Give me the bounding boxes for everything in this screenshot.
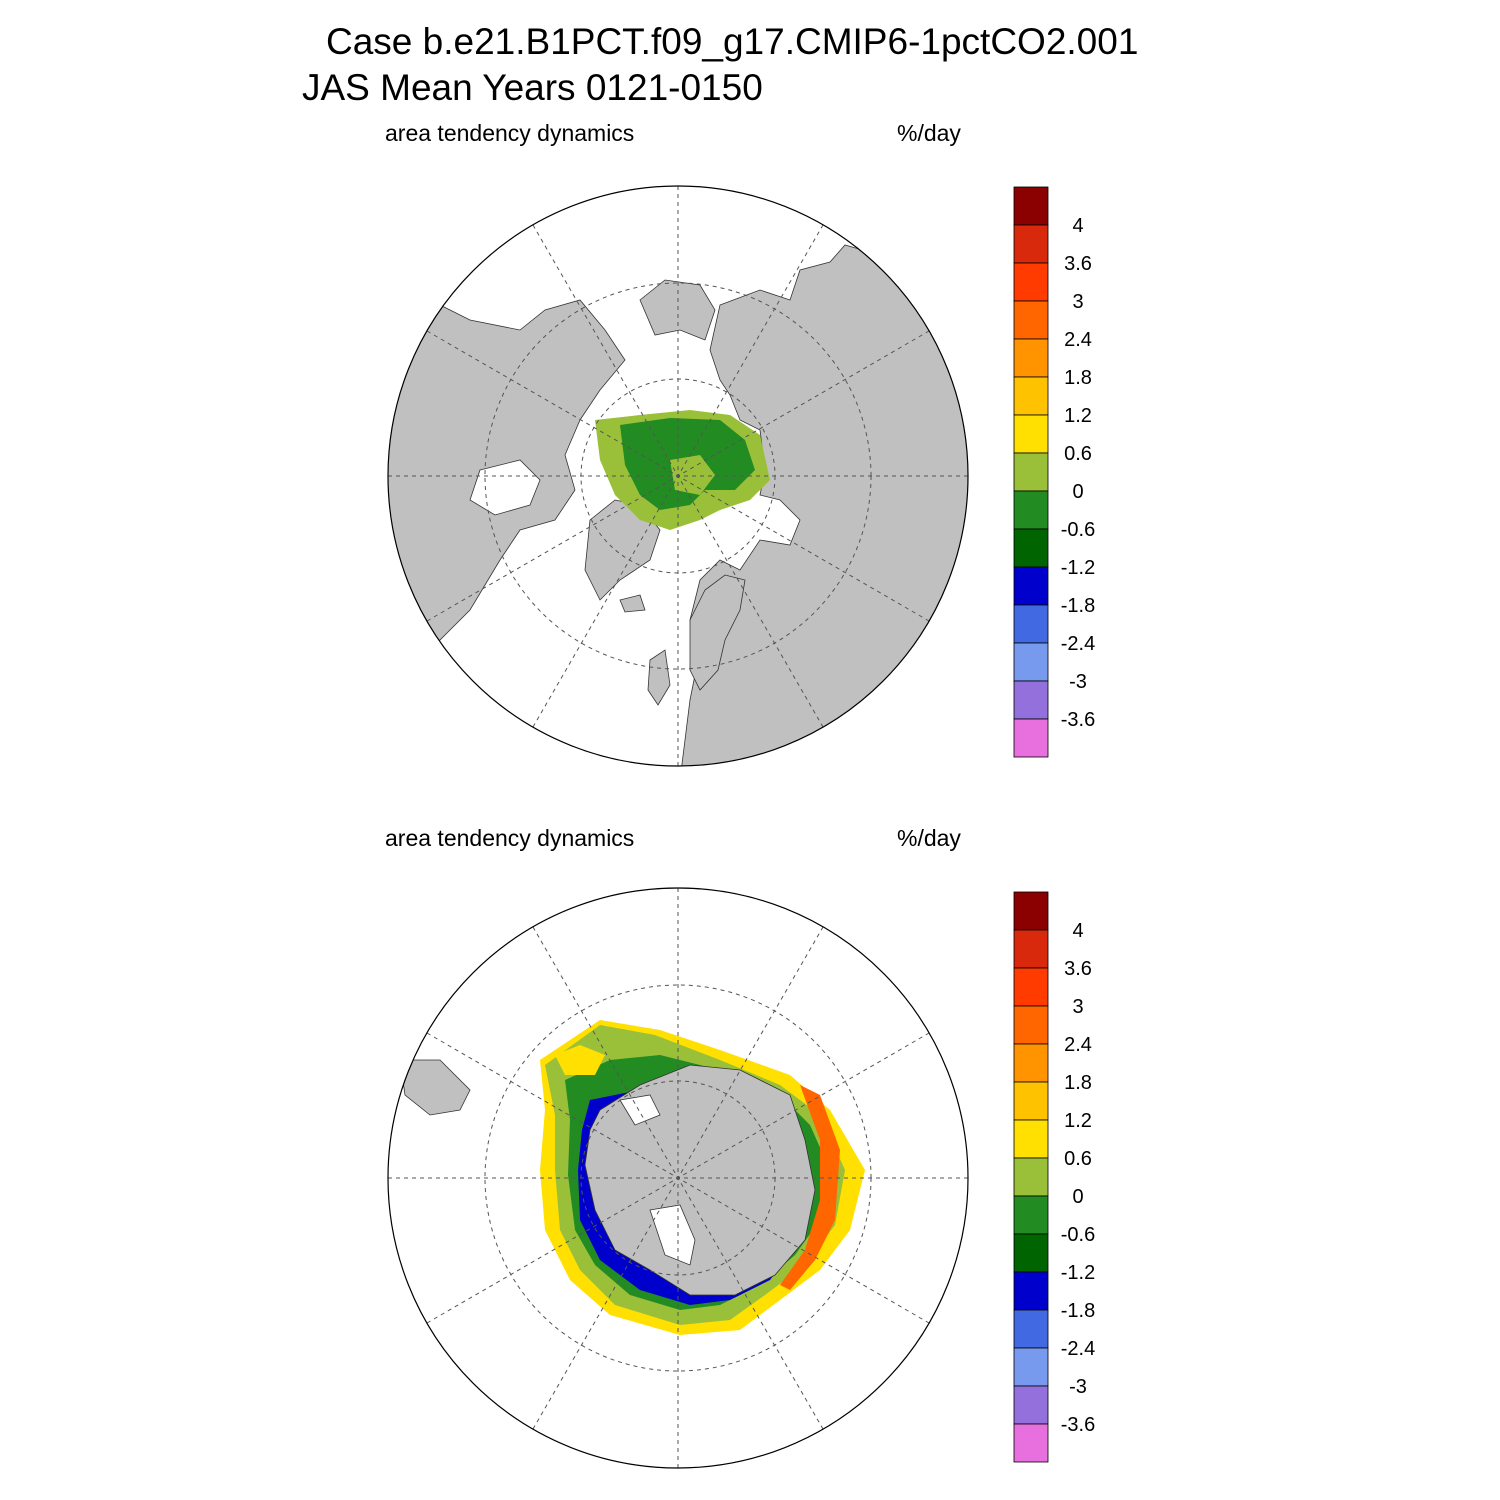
south-colorbar-tick-label: -0.6: [1061, 1224, 1095, 1246]
south-colorbar: 4 3.6 3 2.4 1.8 1.2 0.6 0 -0.6 -1.2 -1.8 -2.4 -3 -3.6: [1013, 891, 1095, 1463]
north-colorbar-swatch: [1013, 604, 1049, 644]
north-colorbar-swatch: [1013, 224, 1049, 264]
north-colorbar-tick-label: 0: [1072, 481, 1083, 503]
north-graticule: [388, 186, 968, 766]
south-map-border: [387, 887, 969, 1469]
scandinavia-land: [689, 574, 746, 691]
north-colorbar: 4 3.6 3 2.4 1.8 1.2 0.6 0 -0.6 -1.2 -1.8 -2.4 -3 -3.6: [1013, 186, 1095, 758]
south-colorbar-swatch: [1013, 1385, 1049, 1425]
south-colorbar-tick-label: 4: [1072, 920, 1083, 942]
hudson-bay: [469, 459, 541, 516]
south-colorbar-swatch: [1013, 967, 1049, 1007]
north-colorbar-swatch: [1013, 490, 1049, 530]
south-colorbar-tick-label: 3: [1072, 996, 1083, 1018]
figure-title: Case b.e21.B1PCT.f09_g17.CMIP6-1pctCO2.0…: [326, 21, 1139, 62]
south-colorbar-tick-label: 3.6: [1064, 958, 1092, 980]
south-colorbar-swatch: [1013, 1347, 1049, 1387]
north-colorbar-tick-label: 3: [1072, 291, 1083, 313]
south-colorbar-tick-label: 1.2: [1064, 1110, 1092, 1132]
north-colorbar-swatch: [1013, 262, 1049, 302]
south-colorbar-swatch: [1013, 1423, 1049, 1463]
figure-subtitle: JAS Mean Years 0121-0150: [302, 67, 763, 108]
south-colorbar-swatch: [1013, 929, 1049, 969]
south-colorbar-swatch: [1013, 1157, 1049, 1197]
north-colorbar-tick-label: 1.8: [1064, 367, 1092, 389]
south-colorbar-swatch: [1013, 1195, 1049, 1235]
south-colorbar-tick-label: -3: [1069, 1376, 1087, 1398]
north-colorbar-tick-label: -2.4: [1061, 633, 1095, 655]
south-colorbar-swatch: [1013, 1271, 1049, 1311]
north-colorbar-tick-label: -3.6: [1061, 709, 1095, 731]
weddell-yellow-patch: [555, 1045, 605, 1075]
arctic-ice-field-patch: [670, 455, 715, 495]
north-map-border: [387, 185, 969, 767]
south-colorbar-tick-label: -1.2: [1061, 1262, 1095, 1284]
south-colorbar-tick-label: -2.4: [1061, 1338, 1095, 1360]
north-polar-map: [387, 185, 969, 767]
north-colorbar-tick-label: 0.6: [1064, 443, 1092, 465]
south-colorbar-swatch: [1013, 1081, 1049, 1121]
south-colorbar-swatch: [1013, 1005, 1049, 1045]
south-fields: [399, 1020, 865, 1335]
north-colorbar-swatch: [1013, 414, 1049, 454]
south-america-land: [399, 1059, 471, 1116]
south-variable-label: area tendency dynamics: [385, 825, 635, 851]
north-units-label: %/day: [897, 120, 961, 146]
north-colorbar-swatch: [1013, 528, 1049, 568]
south-colorbar-tick-label: 2.4: [1064, 1034, 1092, 1056]
south-colorbar-tick-label: 1.8: [1064, 1072, 1092, 1094]
north-colorbar-swatch: [1013, 376, 1049, 416]
south-colorbar-tick-label: -3.6: [1061, 1414, 1095, 1436]
british-isles-land: [647, 649, 671, 706]
north-colorbar-swatch: [1013, 186, 1049, 226]
ross-ice-shelf: [649, 1204, 696, 1266]
south-colorbar-swatch: [1013, 891, 1049, 931]
south-colorbar-tick-label: -1.8: [1061, 1300, 1095, 1322]
north-colorbar-swatch: [1013, 718, 1049, 758]
north-colorbar-tick-label: -1.8: [1061, 595, 1095, 617]
south-colorbar-swatch: [1013, 1233, 1049, 1273]
north-colorbar-swatch: [1013, 338, 1049, 378]
iceland-land: [619, 594, 646, 613]
east-antarctic-orange-band: [780, 1085, 840, 1290]
south-colorbar-swatch: [1013, 1043, 1049, 1083]
north-variable-label: area tendency dynamics: [385, 120, 635, 146]
north-colorbar-swatch: [1013, 300, 1049, 340]
north-colorbar-tick-label: 1.2: [1064, 405, 1092, 427]
north-colorbar-swatch: [1013, 680, 1049, 720]
south-colorbar-swatch: [1013, 1119, 1049, 1159]
north-colorbar-swatch: [1013, 566, 1049, 606]
weddell-shelf: [619, 1094, 661, 1126]
south-colorbar-tick-label: 0: [1072, 1186, 1083, 1208]
antarctica-land: [584, 1064, 816, 1296]
north-colorbar-tick-label: 4: [1072, 215, 1083, 237]
north-colorbar-tick-label: 3.6: [1064, 253, 1092, 275]
south-colorbar-swatch: [1013, 1309, 1049, 1349]
south-units-label: %/day: [897, 825, 961, 851]
south-colorbar-tick-label: 0.6: [1064, 1148, 1092, 1170]
north-colorbar-tick-label: -1.2: [1061, 557, 1095, 579]
north-colorbar-tick-label: -0.6: [1061, 519, 1095, 541]
north-colorbar-tick-label: 2.4: [1064, 329, 1092, 351]
north-colorbar-swatch: [1013, 452, 1049, 492]
south-polar-map: [387, 887, 969, 1469]
north-colorbar-swatch: [1013, 642, 1049, 682]
north-colorbar-tick-label: -3: [1069, 671, 1087, 693]
south-graticule: [388, 888, 968, 1468]
